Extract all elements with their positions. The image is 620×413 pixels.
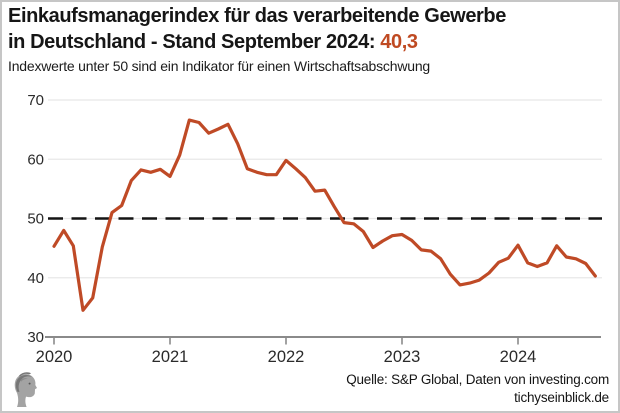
chart-title: Einkaufsmanagerindex für das verarbeiten… bbox=[8, 3, 614, 55]
chart-subtitle: Indexwerte unter 50 sind ein Indikator f… bbox=[8, 58, 430, 74]
x-axis-tick-label: 2020 bbox=[36, 348, 73, 366]
pmi-data-line bbox=[52, 118, 597, 312]
y-axis-tick-label: 50 bbox=[27, 211, 44, 228]
tichyseinblick-logo bbox=[8, 371, 38, 408]
chart-header: Einkaufsmanagerindex für das verarbeiten… bbox=[8, 3, 614, 74]
x-axis-tick-label: 2024 bbox=[500, 348, 537, 366]
title-current-value: 40,3 bbox=[380, 31, 418, 53]
classical-head-icon bbox=[14, 372, 38, 407]
x-axis-tick-label: 2021 bbox=[152, 348, 189, 366]
title-line-2: in Deutschland - Stand September 2024: bbox=[8, 31, 381, 53]
x-axis-tick-label: 2023 bbox=[384, 348, 421, 366]
title-line-1: Einkaufsmanagerindex für das verarbeiten… bbox=[8, 5, 506, 27]
site-line: tichyseinblick.de bbox=[514, 390, 609, 405]
x-axis-tick-label: 2022 bbox=[268, 348, 305, 366]
y-axis-tick-label: 30 bbox=[27, 329, 44, 346]
y-axis-tick-label: 60 bbox=[27, 151, 44, 168]
source-line: Quelle: S&P Global, Daten von investing.… bbox=[346, 372, 609, 387]
source-attribution: Quelle: S&P Global, Daten von investing.… bbox=[346, 371, 609, 407]
y-axis-tick-label: 70 bbox=[27, 92, 44, 109]
y-axis-tick-label: 40 bbox=[27, 270, 44, 287]
